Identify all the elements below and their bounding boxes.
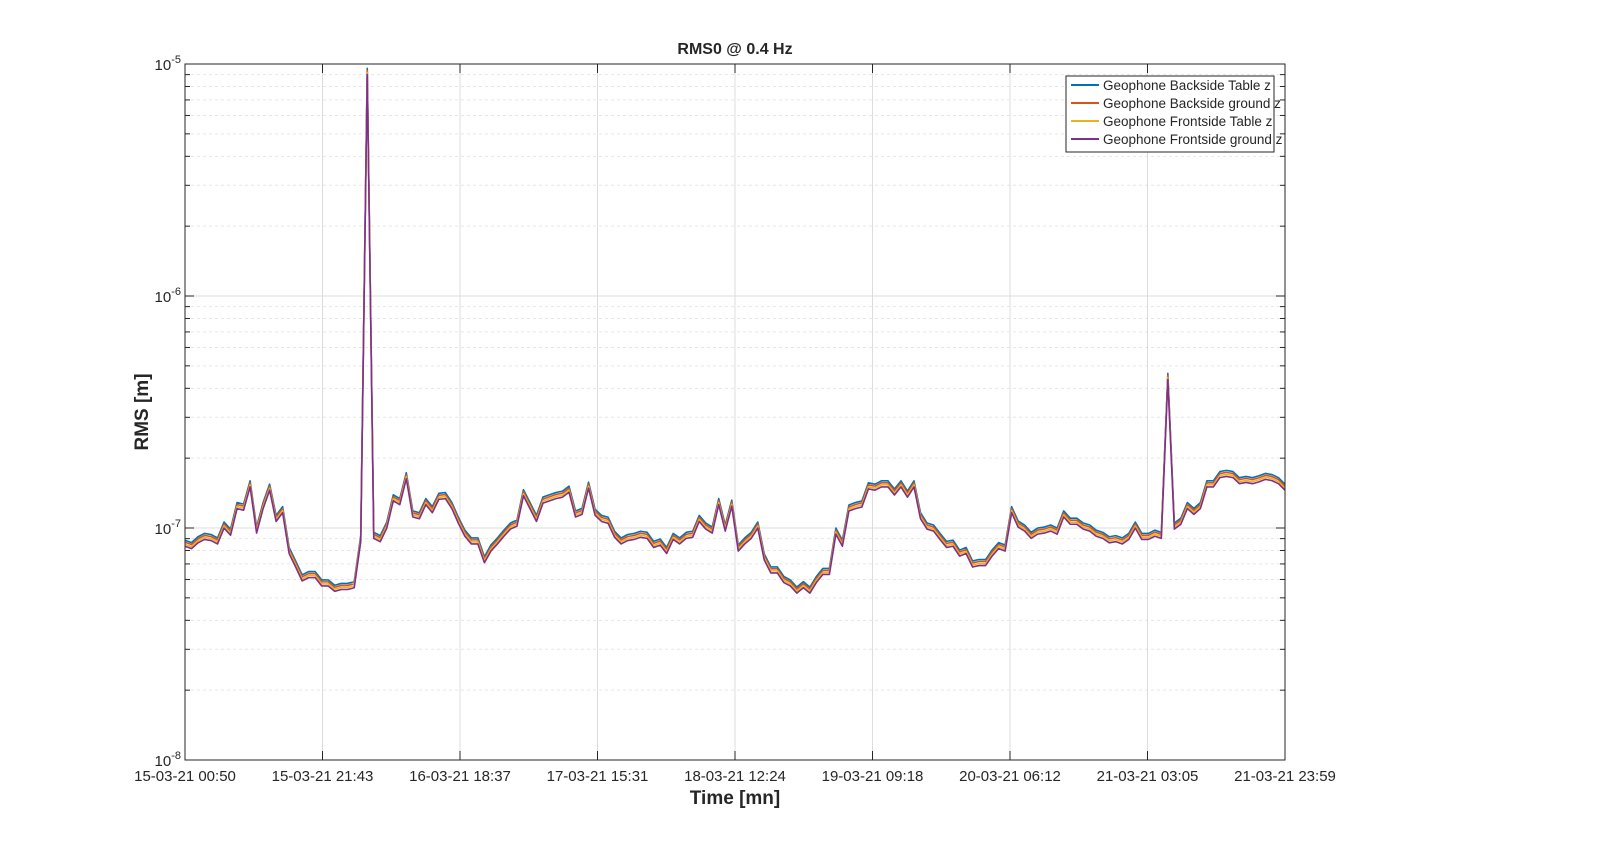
x-tick-label: 17-03-21 15:31 bbox=[547, 768, 649, 785]
x-tick-label: 15-03-21 21:43 bbox=[272, 768, 374, 785]
x-axis-label: Time [mn] bbox=[690, 788, 780, 809]
x-tick-label: 16-03-21 18:37 bbox=[409, 768, 511, 785]
series-lines bbox=[184, 67, 1286, 594]
x-tick-label: 20-03-21 06:12 bbox=[959, 768, 1061, 785]
x-tick-label: 21-03-21 03:05 bbox=[1097, 768, 1199, 785]
series-line-4 bbox=[184, 73, 1286, 594]
tick-labels: 10-810-710-610-515-03-21 00:50 15-03-21 2… bbox=[134, 54, 1336, 785]
axes-box bbox=[184, 63, 1286, 761]
x-tick-label: 15-03-21 00:50 bbox=[134, 768, 236, 785]
legend-label: Geophone Backside ground z bbox=[1103, 96, 1281, 111]
x-tick-label: 18-03-21 12:24 bbox=[684, 768, 786, 785]
x-tick-label: 19-03-21 09:18 bbox=[822, 768, 924, 785]
legend-label: Geophone Frontside Table z bbox=[1103, 114, 1273, 129]
x-tick-label: 21-03-21 23:59 bbox=[1234, 768, 1336, 785]
y-axis-label: RMS [m] bbox=[132, 373, 153, 450]
legend-label: Geophone Backside Table z bbox=[1103, 78, 1271, 93]
legend-label: Geophone Frontside ground z bbox=[1103, 132, 1283, 147]
chart-title: RMS0 @ 0.4 Hz bbox=[677, 41, 792, 58]
legend: Geophone Backside Table z Geophone Backsi… bbox=[1065, 75, 1283, 153]
legend-box bbox=[1065, 75, 1275, 153]
axes bbox=[184, 63, 1286, 761]
